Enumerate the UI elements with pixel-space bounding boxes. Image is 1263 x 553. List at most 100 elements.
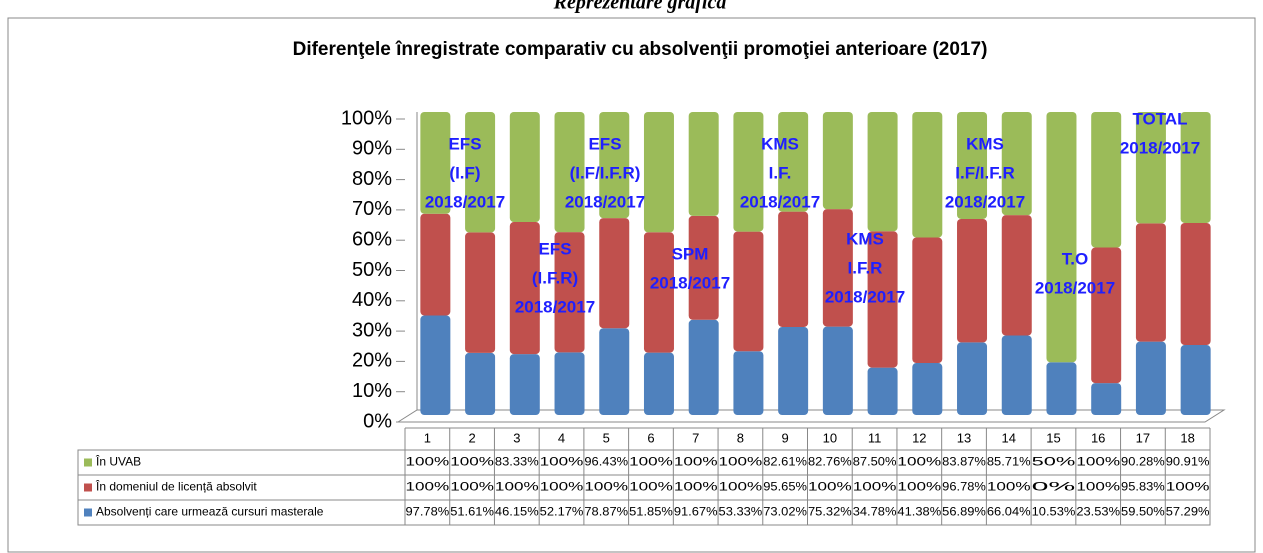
annotation: 2018/2017 — [565, 192, 645, 211]
annotation: (I.F/I.F.R) — [570, 163, 641, 182]
annotation: 2018/2017 — [1035, 278, 1115, 297]
bar-segment — [733, 351, 764, 415]
annotation: 2018/2017 — [1120, 138, 1200, 157]
x-tick-label: 9 — [782, 430, 789, 445]
table-value: 100% — [406, 480, 450, 494]
y-tick-label: 100% — [341, 107, 392, 129]
bar-segment — [554, 352, 585, 415]
table-value: 41.38% — [897, 505, 941, 519]
table-value: 96.78% — [942, 480, 986, 494]
table-value: 34.78% — [853, 505, 897, 519]
annotation: KMS — [761, 134, 799, 153]
table-value: 100% — [897, 480, 941, 494]
bar-segment — [912, 363, 943, 415]
legend-label: În domeniul de licență absolvit — [95, 479, 257, 494]
bar-segment — [509, 222, 540, 355]
table-value: 100% — [629, 455, 673, 469]
x-tick-label: 7 — [692, 430, 699, 445]
table-value: 100% — [808, 480, 852, 494]
annotation: 2018/2017 — [740, 192, 820, 211]
table-value: 100% — [495, 480, 539, 494]
bar-segment — [688, 215, 719, 320]
annotation: 2018/2017 — [515, 297, 595, 316]
table-value: 50% — [1032, 455, 1076, 469]
bar-segment — [465, 112, 496, 233]
table-value: 95.65% — [763, 480, 807, 494]
x-tick-label: 3 — [513, 430, 520, 445]
table-value: 97.78% — [406, 505, 450, 519]
bar-segment — [912, 237, 943, 364]
table-value: 95.83% — [1121, 480, 1165, 494]
y-tick-label: 30% — [352, 319, 392, 341]
table-value: 100% — [719, 455, 763, 469]
bar-segment — [778, 112, 809, 212]
table-value: 96.43% — [584, 455, 628, 469]
y-tick-label: 80% — [352, 168, 392, 190]
bar-segment — [465, 352, 496, 415]
bar-segment — [822, 209, 853, 327]
table-value: 100% — [987, 480, 1031, 494]
chart-title: Diferenţele înregistrate comparativ cu a… — [293, 39, 988, 60]
x-tick-label: 11 — [868, 430, 882, 445]
bar-segment — [554, 112, 585, 233]
annotation: 2018/2017 — [425, 192, 505, 211]
x-tick-label: 16 — [1091, 430, 1105, 445]
bar-segment — [599, 328, 630, 415]
table-value: 100% — [897, 455, 941, 469]
table-value: 100% — [406, 455, 450, 469]
bar-segment — [554, 232, 585, 353]
bar-segment — [1001, 335, 1032, 415]
bar-segment — [867, 112, 898, 232]
annotation: I.F/I.F.R — [955, 163, 1015, 182]
bar-segment — [1135, 341, 1166, 415]
annotation: T.O — [1062, 249, 1088, 268]
table-value: 90.28% — [1121, 455, 1165, 469]
table-value: 59.50% — [1121, 505, 1165, 519]
bar-segment — [1180, 222, 1211, 346]
y-tick-label: 70% — [352, 198, 392, 220]
bar-segment — [867, 231, 898, 368]
table-value: 87.50% — [853, 455, 897, 469]
annotation: EFS — [448, 134, 481, 153]
bar-segment — [1046, 362, 1077, 415]
table-value: 100% — [540, 480, 584, 494]
table-value: 53.33% — [719, 505, 763, 519]
table-value: 100% — [1166, 480, 1210, 494]
bar-segment — [420, 315, 451, 415]
bar-segment — [688, 319, 719, 415]
x-tick-label: 18 — [1180, 430, 1194, 445]
bar-segment — [1091, 112, 1122, 248]
legend-swatch — [84, 483, 92, 492]
y-tick-label: 20% — [352, 350, 392, 372]
bar-segment — [599, 218, 630, 329]
annotation: KMS — [846, 229, 884, 248]
bar-segment — [509, 354, 540, 415]
x-tick-label: 15 — [1046, 430, 1060, 445]
bar-segment — [688, 112, 719, 216]
x-tick-label: 10 — [823, 430, 837, 445]
legend-swatch — [84, 508, 92, 517]
annotation: EFS — [538, 239, 571, 258]
table-value: 23.53% — [1076, 505, 1120, 519]
table-value: 100% — [1076, 455, 1120, 469]
bar-segment — [867, 367, 898, 415]
y-tick-label: 10% — [352, 380, 392, 402]
table-value: 51.61% — [450, 505, 494, 519]
y-tick-label: 40% — [352, 289, 392, 311]
table-value: 100% — [450, 455, 494, 469]
table-value: 100% — [450, 480, 494, 494]
bar-segment — [643, 352, 674, 415]
x-tick-label: 2 — [468, 430, 475, 445]
table-value: 100% — [853, 480, 897, 494]
bar-segment — [420, 213, 451, 316]
table-value: 0% — [1032, 480, 1077, 494]
table-value: 57.29% — [1166, 505, 1210, 519]
annotation: (I.F) — [449, 163, 480, 182]
table-value: 100% — [674, 455, 718, 469]
bar-segment — [643, 112, 674, 233]
table-value: 82.76% — [808, 455, 852, 469]
annotation: KMS — [966, 134, 1004, 153]
bar-segment — [643, 232, 674, 353]
x-tick-label: 1 — [424, 430, 431, 445]
table-value: 75.32% — [808, 505, 852, 519]
